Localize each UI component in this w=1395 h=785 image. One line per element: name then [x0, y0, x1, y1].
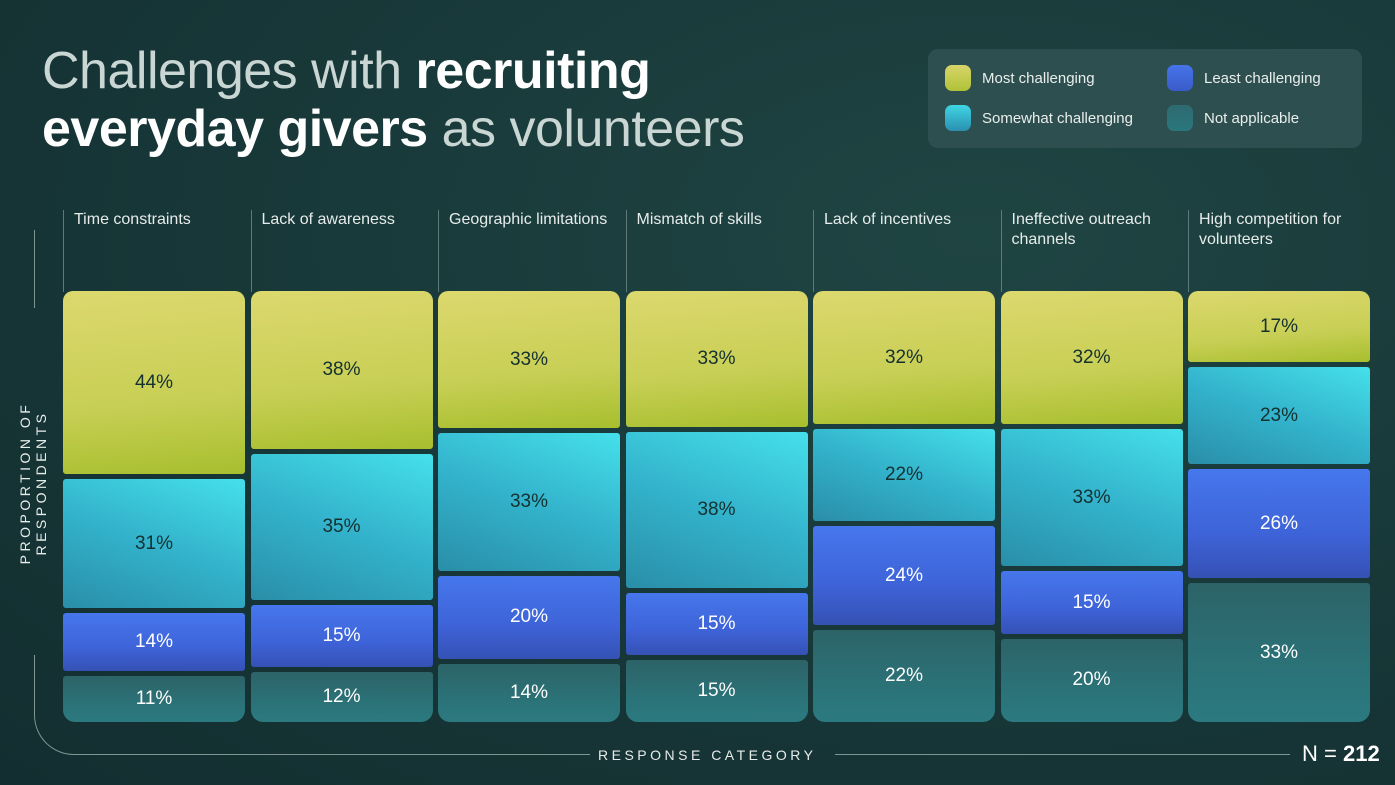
segment-somewhat-challenging: 38% — [625, 431, 808, 589]
segment-most-challenging: 44% — [63, 291, 245, 475]
title-bold-2: everyday givers — [42, 100, 428, 158]
legend-swatch — [1167, 105, 1193, 131]
data-label: 32% — [884, 346, 924, 368]
segment-somewhat-challenging: 22% — [813, 429, 995, 521]
legend: Most challenging Somewhat challenging Le… — [928, 49, 1362, 148]
data-label: 38% — [322, 359, 361, 381]
segment-most-challenging: 17% — [1188, 291, 1370, 363]
data-label: 32% — [1072, 346, 1111, 368]
legend-swatch — [945, 105, 971, 131]
segment-somewhat-challenging: 35% — [250, 454, 433, 600]
data-label: 33% — [509, 490, 549, 512]
data-label: 24% — [884, 564, 924, 586]
segment-not-applicable: 33% — [1188, 583, 1370, 722]
legend-item-least: Least challenging — [1167, 65, 1321, 91]
axis-corner-line — [34, 655, 94, 755]
segment-most-challenging: 32% — [1000, 291, 1183, 425]
category-label: Lack of awareness — [250, 210, 433, 292]
data-label: 26% — [1259, 512, 1299, 534]
chart-title: Challenges with recruiting everyday give… — [42, 42, 745, 158]
legend-label: Most challenging — [982, 69, 1095, 87]
data-label: 14% — [134, 631, 174, 653]
data-label: 33% — [1259, 641, 1299, 663]
legend-label: Least challenging — [1204, 69, 1321, 87]
sample-size-value: 212 — [1342, 741, 1380, 766]
legend-swatch — [945, 65, 971, 91]
legend-item-most: Most challenging — [945, 65, 1095, 91]
data-label: 17% — [1259, 315, 1299, 337]
data-label: 33% — [697, 347, 736, 369]
data-label: 14% — [509, 681, 549, 703]
data-label: 33% — [509, 348, 549, 370]
segment-not-applicable: 14% — [438, 663, 620, 722]
segment-least-challenging: 24% — [813, 525, 995, 626]
data-label: 12% — [322, 686, 361, 708]
x-axis-line-left — [94, 754, 590, 755]
data-label: 35% — [322, 515, 361, 537]
data-label: 15% — [697, 680, 736, 702]
data-label: 23% — [1259, 404, 1299, 426]
data-label: 44% — [134, 371, 174, 393]
title-bold-1: recruiting — [415, 42, 651, 100]
segment-not-applicable: 12% — [250, 672, 433, 722]
segment-most-challenging: 38% — [250, 291, 433, 450]
title-light-2: as volunteers — [427, 100, 745, 158]
segment-most-challenging: 33% — [625, 291, 808, 427]
category-label: Time constraints — [63, 210, 245, 292]
legend-label: Somewhat challenging — [982, 109, 1133, 127]
data-label: 20% — [1072, 669, 1111, 691]
data-label: 15% — [697, 613, 736, 635]
data-label: 31% — [134, 532, 174, 554]
y-axis-label: PROPORTION OF RESPONDENTS — [17, 401, 49, 565]
segment-most-challenging: 33% — [438, 291, 620, 429]
segment-somewhat-challenging: 23% — [1188, 367, 1370, 465]
segment-somewhat-challenging: 31% — [63, 479, 245, 608]
sample-size-prefix: N = — [1302, 741, 1343, 766]
segment-least-challenging: 26% — [1188, 469, 1370, 579]
legend-item-na: Not applicable — [1167, 105, 1299, 131]
x-axis-line-right — [835, 754, 1290, 755]
data-label: 22% — [884, 463, 924, 485]
category-label: Mismatch of skills — [625, 210, 808, 292]
legend-item-somewhat: Somewhat challenging — [945, 105, 1133, 131]
segment-least-challenging: 15% — [625, 593, 808, 656]
legend-label: Not applicable — [1204, 109, 1300, 127]
segment-most-challenging: 32% — [813, 291, 995, 425]
segment-not-applicable: 22% — [813, 630, 995, 722]
segment-least-challenging: 20% — [438, 575, 620, 659]
y-axis-line-top — [34, 230, 35, 308]
data-label: 33% — [1072, 486, 1111, 508]
legend-swatch — [1167, 65, 1193, 91]
data-label: 22% — [884, 665, 924, 687]
segment-not-applicable: 20% — [1000, 638, 1183, 722]
category-label: Geographic limitations — [438, 210, 620, 292]
segment-least-challenging: 15% — [250, 604, 433, 668]
segment-least-challenging: 15% — [1000, 571, 1183, 634]
category-label: High competition for volunteers — [1188, 210, 1370, 292]
segment-somewhat-challenging: 33% — [1000, 429, 1183, 567]
data-label: 15% — [1072, 591, 1111, 613]
data-label: 11% — [135, 688, 173, 710]
data-label: 38% — [697, 499, 736, 521]
sample-size: N = 212 — [1302, 741, 1380, 767]
data-label: 15% — [322, 624, 361, 646]
data-label: 20% — [509, 606, 549, 628]
title-light-1: Challenges with — [42, 42, 416, 100]
category-label: Ineffective outreach channels — [1000, 210, 1183, 292]
segment-somewhat-challenging: 33% — [438, 433, 620, 571]
x-axis-label: RESPONSE CATEGORY — [598, 747, 817, 763]
category-label: Lack of incentives — [813, 210, 995, 292]
segment-not-applicable: 15% — [625, 660, 808, 722]
